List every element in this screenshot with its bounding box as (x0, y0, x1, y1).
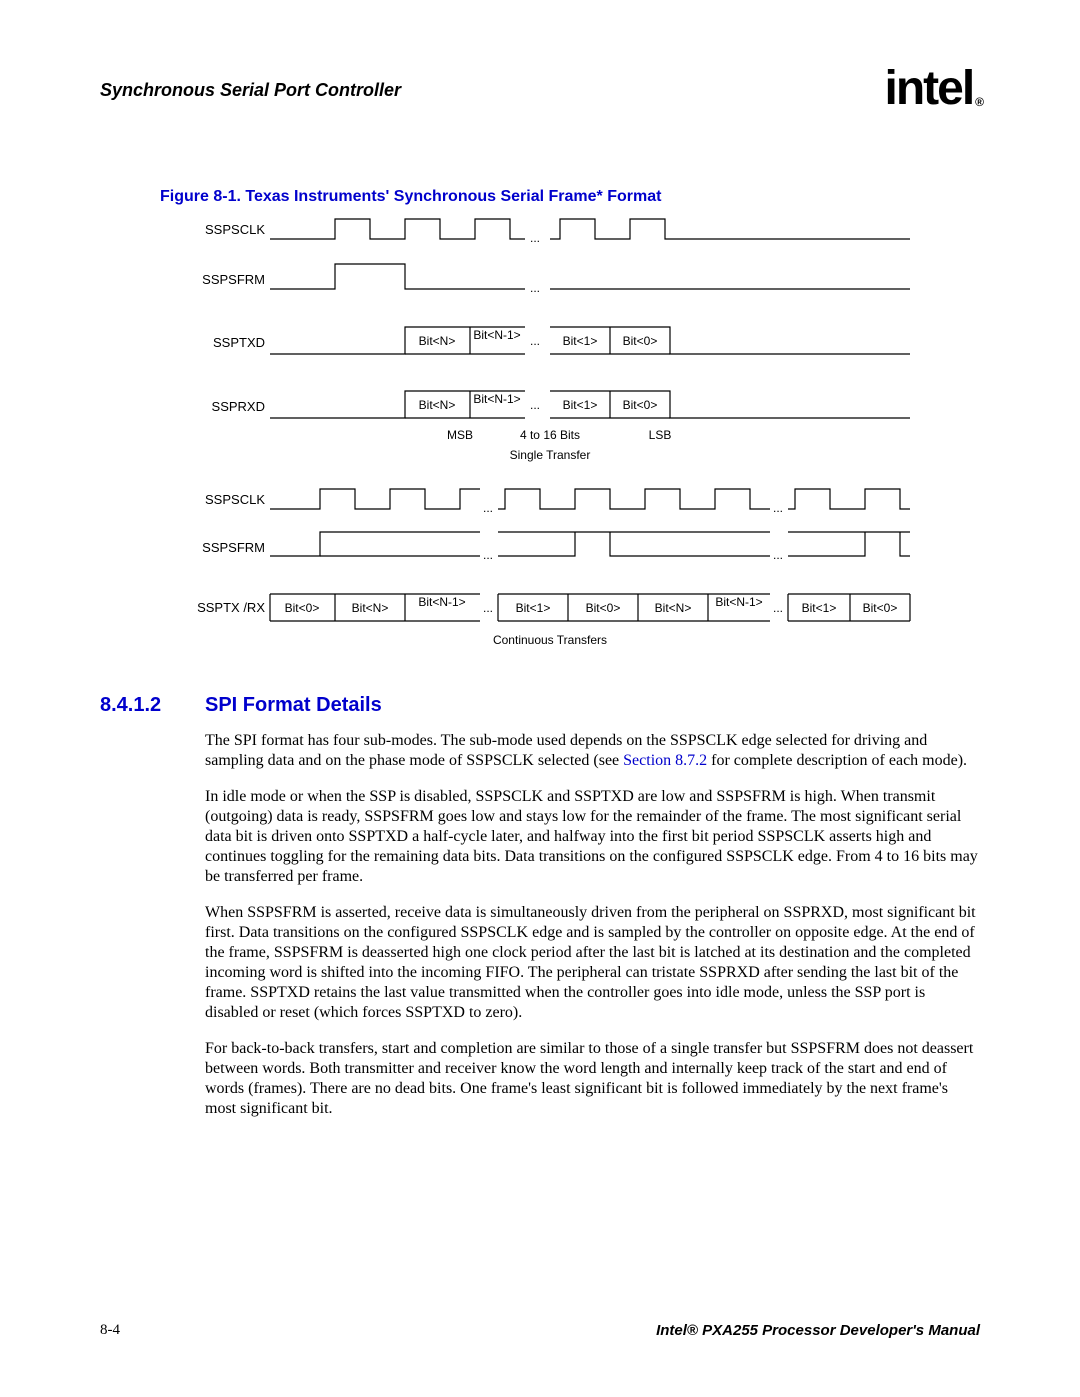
para-2: In idle mode or when the SSP is disabled… (205, 787, 980, 887)
svg-text:Bit<N>: Bit<N> (419, 334, 456, 348)
footer-manual-title: Intel® PXA255 Processor Developer's Manu… (656, 1322, 980, 1339)
svg-text:Bit<N-1>: Bit<N-1> (418, 595, 465, 609)
svg-text:Bit<1>: Bit<1> (563, 334, 598, 348)
sig-sspsfrm-2: SSPSFRM (202, 540, 265, 555)
svg-text:Bit<0>: Bit<0> (623, 398, 658, 412)
svg-text:LSB: LSB (649, 428, 672, 442)
svg-text:Bit<N>: Bit<N> (352, 601, 389, 615)
svg-text:Continuous Transfers: Continuous Transfers (493, 633, 607, 647)
sig-ssprxd: SSPRXD (212, 399, 265, 414)
svg-text:...: ... (483, 501, 493, 515)
sig-ssptxrx: SSPTX /RX (197, 600, 265, 615)
svg-text:...: ... (773, 548, 783, 562)
svg-text:...: ... (483, 548, 493, 562)
page-number: 8-4 (100, 1322, 120, 1339)
svg-text:Bit<N>: Bit<N> (419, 398, 456, 412)
figure-caption: Figure 8-1. Texas Instruments' Synchrono… (160, 188, 980, 206)
header-title: Synchronous Serial Port Controller (100, 80, 401, 101)
svg-text:Bit<1>: Bit<1> (516, 601, 551, 615)
page: Synchronous Serial Port Controller intel… (0, 0, 1080, 1397)
section-heading: 8.4.1.2 SPI Format Details (100, 694, 980, 717)
logo-text: intel (884, 62, 973, 115)
svg-text:Bit<0>: Bit<0> (285, 601, 320, 615)
svg-text:Bit<0>: Bit<0> (623, 334, 658, 348)
timing-diagram: SSPSCLK ... SSPSFRM ... SSPTXD Bit<N> Bi… (170, 214, 980, 664)
svg-text:Bit<N-1>: Bit<N-1> (473, 392, 520, 406)
svg-text:Bit<0>: Bit<0> (863, 601, 898, 615)
section-link[interactable]: Section 8.7.2 (623, 752, 707, 769)
svg-text:...: ... (530, 334, 540, 348)
svg-text:...: ... (530, 231, 540, 245)
sig-ssptxd: SSPTXD (213, 335, 265, 350)
svg-text:...: ... (483, 601, 493, 615)
svg-text:MSB: MSB (447, 428, 473, 442)
svg-text:Bit<N-1>: Bit<N-1> (473, 328, 520, 342)
svg-text:Bit<N>: Bit<N> (655, 601, 692, 615)
para-3: When SSPSFRM is asserted, receive data i… (205, 903, 980, 1023)
body-text: The SPI format has four sub-modes. The s… (205, 731, 980, 1119)
intel-logo: intel® (884, 70, 980, 108)
svg-text:...: ... (530, 398, 540, 412)
para-1: The SPI format has four sub-modes. The s… (205, 731, 980, 771)
page-footer: 8-4 Intel® PXA255 Processor Developer's … (100, 1322, 980, 1339)
sig-sspsclk-1: SSPSCLK (205, 222, 265, 237)
page-header: Synchronous Serial Port Controller intel… (100, 80, 980, 118)
svg-text:Bit<1>: Bit<1> (563, 398, 598, 412)
svg-text:...: ... (773, 601, 783, 615)
svg-text:...: ... (530, 281, 540, 295)
svg-text:Single Transfer: Single Transfer (510, 448, 591, 462)
svg-text:Bit<N-1>: Bit<N-1> (715, 595, 762, 609)
svg-text:Bit<1>: Bit<1> (802, 601, 837, 615)
svg-text:4 to 16 Bits: 4 to 16 Bits (520, 428, 580, 442)
section-title: SPI Format Details (205, 694, 382, 717)
svg-text:Bit<0>: Bit<0> (586, 601, 621, 615)
logo-registered: ® (975, 95, 982, 109)
sig-sspsclk-2: SSPSCLK (205, 492, 265, 507)
svg-text:...: ... (773, 501, 783, 515)
sig-sspsfrm-1: SSPSFRM (202, 272, 265, 287)
section-number: 8.4.1.2 (100, 694, 205, 717)
para-4: For back-to-back transfers, start and co… (205, 1039, 980, 1119)
